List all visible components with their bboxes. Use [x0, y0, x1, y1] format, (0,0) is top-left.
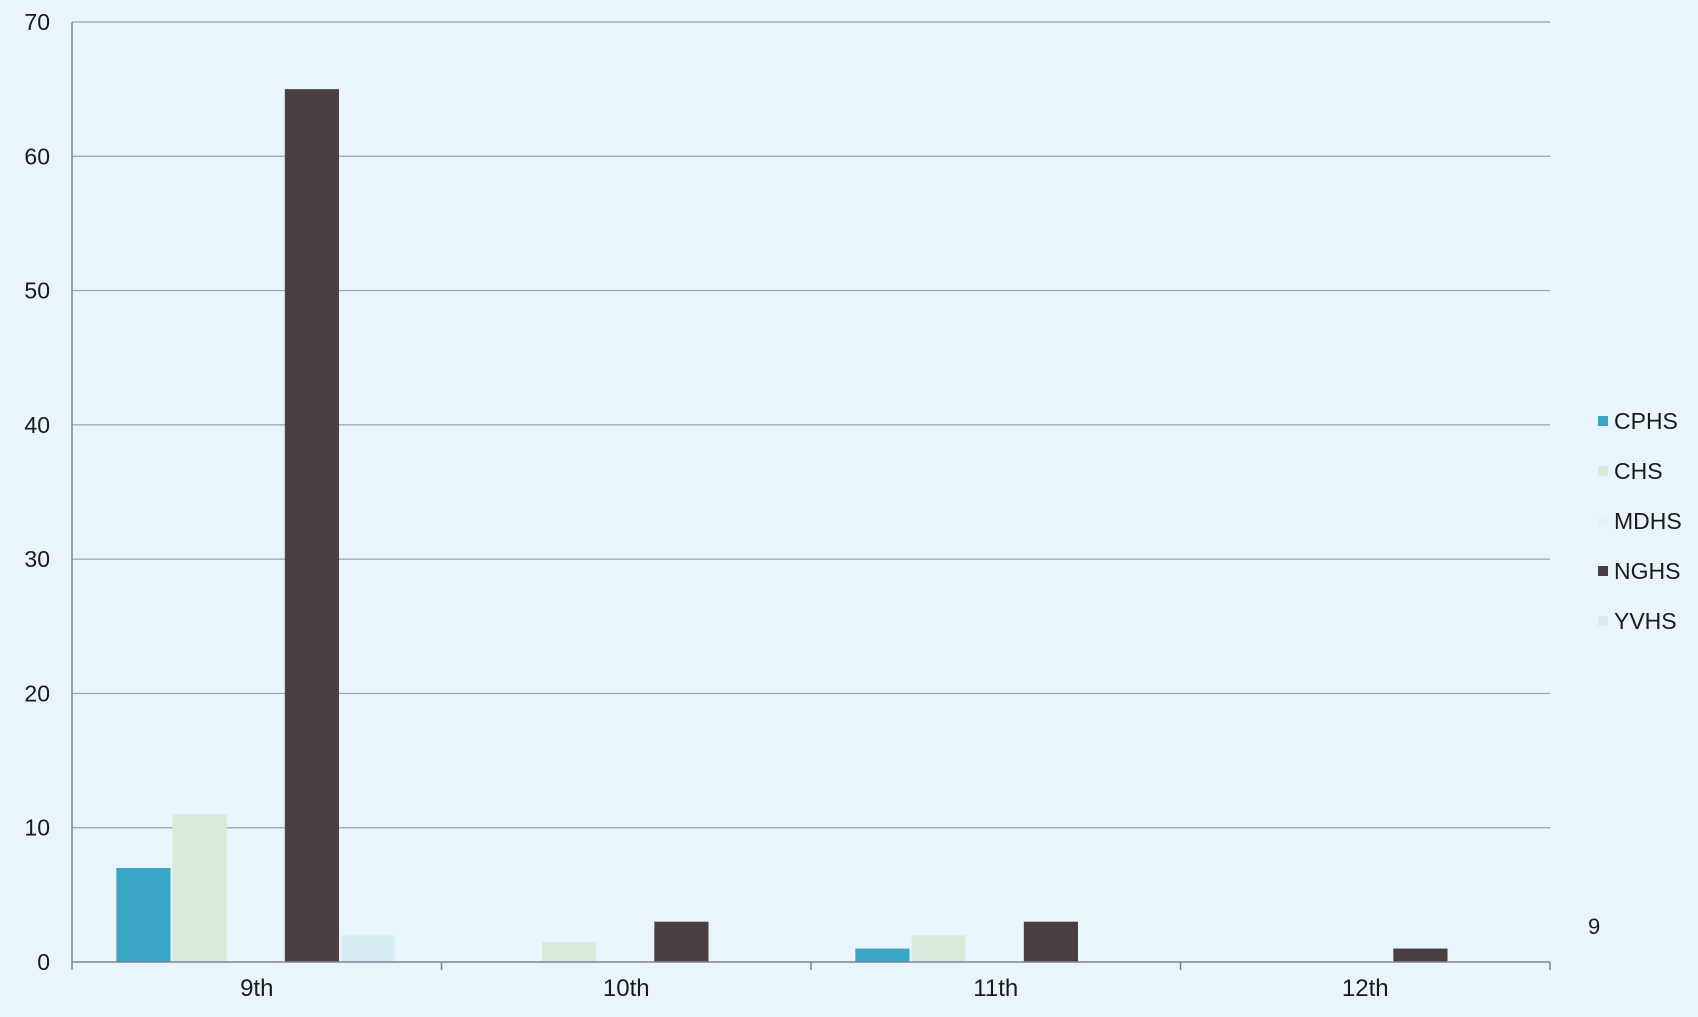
legend-item-cphs: CPHS — [1598, 396, 1682, 446]
bar-nghs-10th — [654, 921, 709, 962]
legend-label: NGHS — [1614, 557, 1681, 584]
x-tick-label: 12th — [1342, 975, 1389, 1002]
y-tick-label: 50 — [24, 278, 50, 304]
bar-cphs-9th — [116, 868, 171, 962]
bar-chs-10th — [542, 941, 597, 962]
bar-nghs-12th — [1393, 948, 1448, 962]
bars — [116, 89, 1448, 962]
x-tick-label: 9th — [240, 975, 273, 1002]
legend-label: MDHS — [1614, 507, 1682, 534]
legend-swatch — [1598, 416, 1608, 426]
bar-chs-9th — [172, 814, 227, 962]
x-tick-label: 10th — [603, 975, 650, 1002]
legend-label: CHS — [1614, 457, 1663, 484]
legend-label: YVHS — [1614, 607, 1677, 634]
y-tick-label: 60 — [24, 143, 50, 169]
y-tick-label: 20 — [24, 680, 50, 706]
legend-item-yvhs: YVHS — [1598, 596, 1682, 646]
legend-item-mdhs: MDHS — [1598, 496, 1682, 546]
axes: 0 10 20 30 40 50 60 70 9th 10th 11th 12th — [24, 9, 1551, 1002]
y-tick-label: 0 — [37, 949, 50, 975]
y-tick-label: 40 — [24, 412, 50, 438]
bar-nghs-11th — [1023, 921, 1078, 962]
legend: CPHS CHS MDHS NGHS YVHS — [1598, 396, 1682, 646]
legend-swatch — [1598, 616, 1608, 626]
bar-chs-11th — [911, 935, 966, 962]
page-number: 9 — [1588, 914, 1601, 939]
legend-item-chs: CHS — [1598, 446, 1682, 496]
legend-label: CPHS — [1614, 407, 1678, 434]
legend-swatch — [1598, 516, 1608, 526]
legend-swatch — [1598, 466, 1608, 476]
y-tick-label: 10 — [24, 815, 50, 841]
bar-cphs-11th — [855, 948, 910, 962]
y-tick-label: 30 — [24, 546, 50, 572]
y-tick-label: 70 — [24, 9, 50, 35]
bar-yvhs-9th — [340, 935, 396, 962]
bar-nghs-9th — [284, 89, 339, 962]
legend-swatch — [1598, 566, 1608, 576]
x-tick-label: 11th — [973, 975, 1018, 1002]
legend-item-nghs: NGHS — [1598, 546, 1682, 596]
